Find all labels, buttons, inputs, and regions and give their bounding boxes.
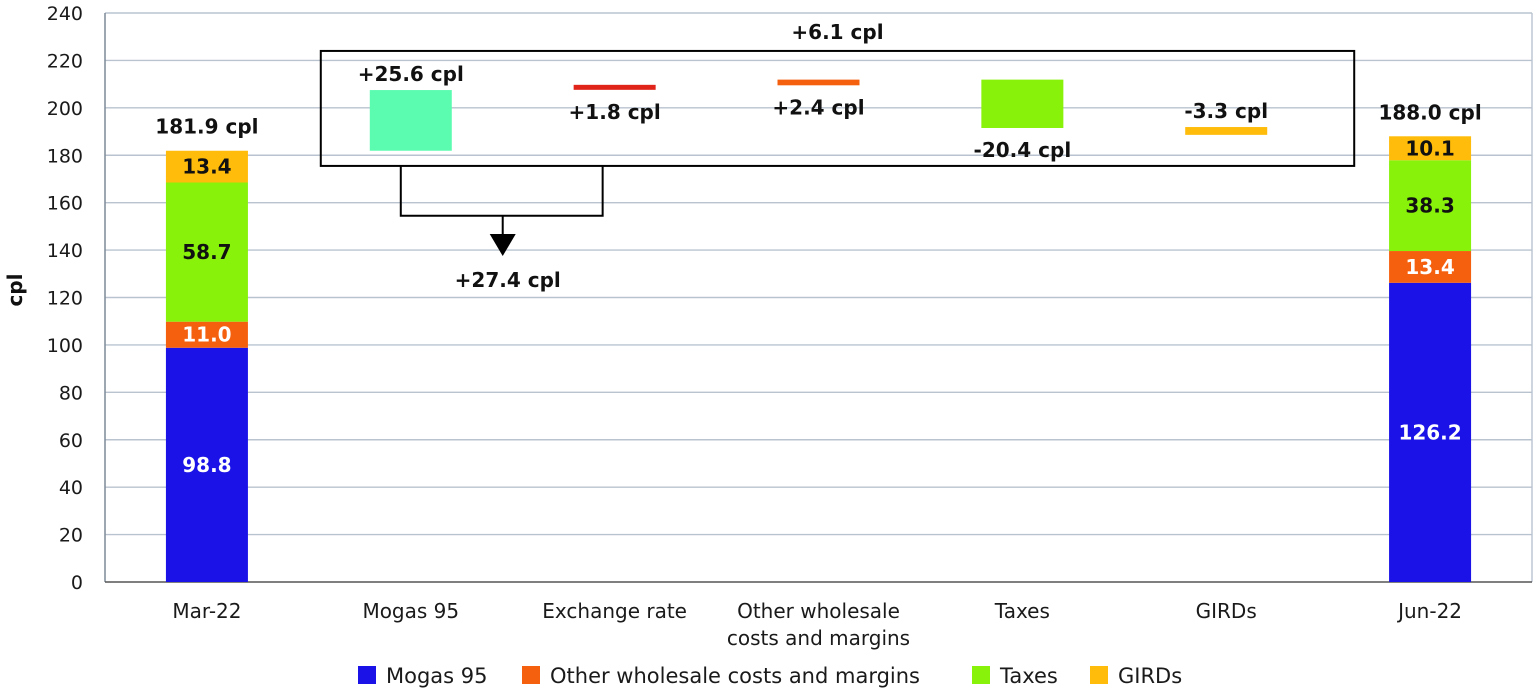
segment-value-label: 11.0	[182, 323, 231, 347]
change-markers: +25.6 cpl +1.8 cpl +2.4 cpl -20.4 cpl -3.3 c…	[358, 62, 1268, 162]
change-label-mogas-95: +25.6 cpl	[358, 62, 464, 86]
x-tick-label: GIRDs	[1196, 599, 1257, 623]
y-tick-label: 180	[47, 145, 83, 167]
annotations: +6.1 cpl +27.4 cpl	[319, 20, 1356, 292]
legend: Mogas 95 Other wholesale costs and margin…	[358, 664, 1182, 688]
change-bar-girds	[1185, 127, 1268, 135]
change-bar-mogas-95	[369, 90, 452, 151]
legend-label-girds: GIRDs	[1118, 664, 1182, 688]
segment-value-label: 13.4	[1405, 255, 1454, 279]
legend-label-other-wholesale-costs-and-margins: Other wholesale costs and margins	[550, 664, 920, 688]
segment-value-label: 58.7	[182, 240, 231, 264]
x-tick-label: Other wholesale	[737, 599, 900, 623]
legend-swatch-mogas-95	[358, 666, 376, 684]
x-tick-label: costs and margins	[727, 626, 910, 650]
y-tick-label: 240	[47, 3, 83, 25]
segment-value-label: 13.4	[182, 155, 231, 179]
segment-value-label: 10.1	[1405, 136, 1454, 160]
x-tick-label: Mar-22	[172, 599, 241, 623]
y-tick-label: 160	[47, 193, 83, 215]
change-bar-exchange-rate	[573, 84, 656, 90]
x-tick-label: Exchange rate	[542, 599, 687, 623]
y-tick-label: 0	[71, 572, 83, 594]
segment-value-label: 38.3	[1405, 194, 1454, 218]
bracket-arrow-head	[489, 234, 516, 257]
legend-swatch-taxes	[972, 666, 990, 684]
y-tick-label: 220	[47, 50, 83, 72]
y-tick-label: 140	[47, 240, 83, 262]
axes: cpl 0 20 40 60 80 100 120 140 160 180 200 220 240 Mar…	[3, 3, 1533, 650]
overall-change-label: +6.1 cpl	[791, 20, 883, 44]
legend-label-taxes: Taxes	[999, 664, 1058, 688]
legend-swatch-other-wholesale-costs-and-margins	[522, 666, 540, 684]
change-bar-taxes	[981, 79, 1064, 128]
bar-segment-jun-22-girds	[1389, 136, 1472, 161]
bar-segment-mar-22-girds	[165, 150, 248, 183]
combined-change-bracket	[399, 165, 604, 217]
legend-label-mogas-95: Mogas 95	[386, 664, 488, 688]
bar-segment-mar-22-mogas-95	[165, 347, 248, 582]
total-label-jun-22: 188.0 cpl	[1378, 100, 1481, 124]
y-tick-label: 100	[47, 335, 83, 357]
segment-value-label: 98.8	[182, 453, 231, 477]
change-label-exchange-rate: +1.8 cpl	[569, 100, 661, 124]
y-tick-label: 120	[47, 288, 83, 310]
change-bar-other-wholesale-costs-and-margins	[777, 79, 860, 86]
bar-segment-jun-22-taxes	[1389, 160, 1472, 252]
legend-swatch-girds	[1090, 666, 1108, 684]
combined-change-label: +27.4 cpl	[455, 268, 561, 292]
stacked-bars: 98.8 11.0 58.7 13.4 181.9 cpl 126.2 13.4 38.3 10…	[155, 100, 1482, 582]
change-label-other-wholesale-costs-and-margins: +2.4 cpl	[772, 95, 864, 119]
total-label-mar-22: 181.9 cpl	[155, 115, 258, 139]
y-tick-label: 80	[59, 382, 83, 404]
x-tick-label: Jun-22	[1396, 599, 1462, 623]
y-tick-label: 60	[59, 430, 83, 452]
y-tick-label: 20	[59, 525, 83, 547]
bar-segment-jun-22-other-wholesale-costs-and-margins	[1389, 251, 1472, 283]
change-label-girds: -3.3 cpl	[1184, 99, 1268, 123]
bar-segment-jun-22-mogas-95	[1389, 282, 1472, 582]
gridlines	[105, 12, 1532, 536]
y-axis-title: cpl	[3, 273, 27, 306]
x-tick-label: Mogas 95	[362, 599, 459, 623]
y-tick-label: 40	[59, 477, 83, 499]
overall-change-box	[319, 49, 1356, 167]
y-tick-label: 200	[47, 98, 83, 120]
segment-value-label: 126.2	[1398, 420, 1461, 444]
bar-segment-mar-22-taxes	[165, 182, 248, 322]
change-label-taxes: -20.4 cpl	[974, 138, 1072, 162]
x-tick-label: Taxes	[994, 599, 1050, 623]
bar-segment-mar-22-other-wholesale-costs-and-margins	[165, 321, 248, 348]
